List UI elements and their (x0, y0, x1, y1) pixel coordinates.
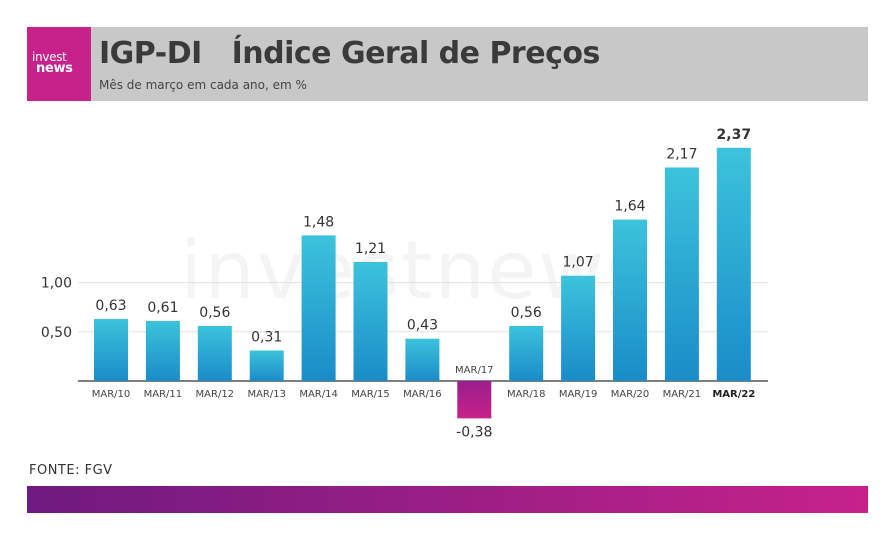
page-subtitle: Mês de março em cada ano, em % (99, 78, 307, 92)
bar-mar-14 (301, 235, 336, 381)
bar-mar-18 (509, 325, 544, 381)
bar-mar-19 (561, 275, 596, 381)
data-label: -0,38 (456, 424, 492, 440)
bar-mar-11 (145, 320, 180, 381)
y-tick-label: 1,00 (41, 276, 72, 292)
page-title: IGP-DI Índice Geral de Preços (99, 36, 600, 71)
brand-footer-bar (27, 486, 868, 513)
x-tick-label: MAR/16 (403, 389, 442, 400)
bar-mar-20 (613, 219, 647, 381)
bar-mar-12 (197, 325, 232, 381)
x-tick-label: MAR/12 (196, 389, 235, 400)
data-label: 0,31 (251, 329, 282, 345)
x-tick-label: MAR/11 (144, 389, 183, 400)
x-tick-label: MAR/19 (559, 389, 598, 400)
source-note: FONTE: FGV (29, 463, 113, 478)
x-tick-label: MAR/21 (663, 389, 702, 400)
data-label: 0,56 (511, 305, 542, 321)
logo-text-invest: invest (32, 50, 67, 64)
data-label: 0,63 (95, 298, 126, 314)
y-tick-label: 0,50 (41, 325, 72, 341)
data-label: 1,07 (563, 255, 594, 271)
data-label: 0,61 (147, 300, 178, 316)
bar-mar-15 (353, 261, 388, 381)
x-tick-label: MAR/14 (299, 389, 338, 400)
logo-text-news: news (36, 61, 73, 76)
x-tick-label: MAR/10 (92, 389, 131, 400)
data-label: 0,43 (407, 318, 438, 334)
x-tick-label: MAR/17 (455, 365, 494, 376)
bar-mar-16 (405, 338, 440, 381)
data-label: 1,21 (355, 241, 386, 257)
investnews-logo: invest news (27, 27, 91, 101)
data-label: 1,64 (614, 199, 645, 215)
bar-mar-10 (94, 319, 128, 381)
data-label: 2,37 (717, 127, 752, 143)
data-label: 0,56 (199, 305, 230, 321)
bar-mar-13 (249, 350, 284, 381)
x-tick-label: MAR/20 (611, 389, 650, 400)
chart-header: invest news IGP-DI Índice Geral de Preço… (27, 27, 868, 101)
x-tick-label: MAR/18 (507, 389, 546, 400)
x-tick-label: MAR/22 (712, 389, 755, 400)
x-tick-label: MAR/15 (351, 389, 390, 400)
data-label: 2,17 (666, 146, 697, 162)
x-tick-label: MAR/13 (247, 389, 286, 400)
bar-mar-17 (457, 381, 492, 419)
data-label: 1,48 (303, 214, 334, 230)
bar-mar-21 (664, 167, 699, 381)
bar-mar-22 (716, 147, 751, 381)
